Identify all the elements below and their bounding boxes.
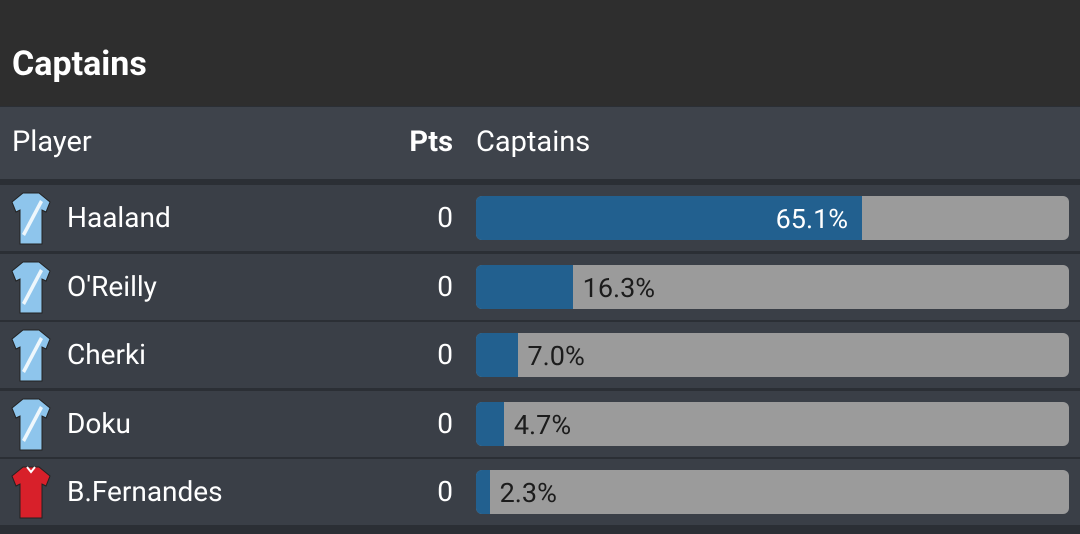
column-header[interactable]: Captains <box>476 125 591 159</box>
table-row[interactable]: Doku 0 4.7% <box>0 390 1080 459</box>
points: 0 <box>437 338 453 372</box>
player-name: O'Reilly <box>67 269 157 303</box>
points: 0 <box>437 269 453 303</box>
player-name: Haaland <box>67 201 171 234</box>
bar-label: 7.0% <box>527 340 585 373</box>
player-name: Doku <box>67 406 131 440</box>
kit-icon <box>10 259 52 322</box>
bar-label: 65.1% <box>775 203 849 235</box>
table-row[interactable]: O'Reilly 0 16.3% <box>0 253 1080 322</box>
kit-shape <box>11 398 51 451</box>
bar-label: 2.3% <box>499 477 557 510</box>
bar-track: 4.7% <box>476 401 1069 446</box>
kit-icon <box>10 396 52 459</box>
bar <box>476 333 518 378</box>
bar <box>476 470 490 515</box>
bar-label: 4.7% <box>513 408 572 441</box>
points: 0 <box>437 406 453 440</box>
table-header: Player Pts Captains <box>0 107 1080 179</box>
bar <box>476 264 573 309</box>
kit-icon <box>10 190 52 253</box>
kit-shape <box>11 466 51 519</box>
bar-track: 16.3% <box>476 264 1069 309</box>
kit-icon <box>10 464 52 527</box>
kit-shape <box>11 329 51 382</box>
points: 0 <box>437 475 453 509</box>
kit-shape <box>11 192 51 245</box>
points: 0 <box>437 201 453 234</box>
table-row[interactable]: Cherki 0 7.0% <box>0 322 1080 390</box>
column-header[interactable]: Pts <box>409 125 453 159</box>
kit-shape <box>11 261 51 314</box>
bar <box>476 401 504 446</box>
player-name: Cherki <box>67 338 146 372</box>
bar-track: 2.3% <box>476 470 1069 515</box>
bar-track: 7.0% <box>476 333 1069 378</box>
bar-label: 16.3% <box>582 271 656 304</box>
table-row[interactable]: B.Fernandes 0 2.3% <box>0 459 1080 527</box>
player-name: B.Fernandes <box>67 475 223 509</box>
bar <box>476 196 863 240</box>
kit-icon <box>10 327 52 390</box>
bar-track: 65.1% <box>476 196 1069 240</box>
title: Captains <box>12 44 147 84</box>
table-row[interactable]: Haaland 0 65.1% <box>0 185 1080 251</box>
header-bar: Captains <box>0 0 1080 106</box>
column-header[interactable]: Player <box>12 125 92 159</box>
